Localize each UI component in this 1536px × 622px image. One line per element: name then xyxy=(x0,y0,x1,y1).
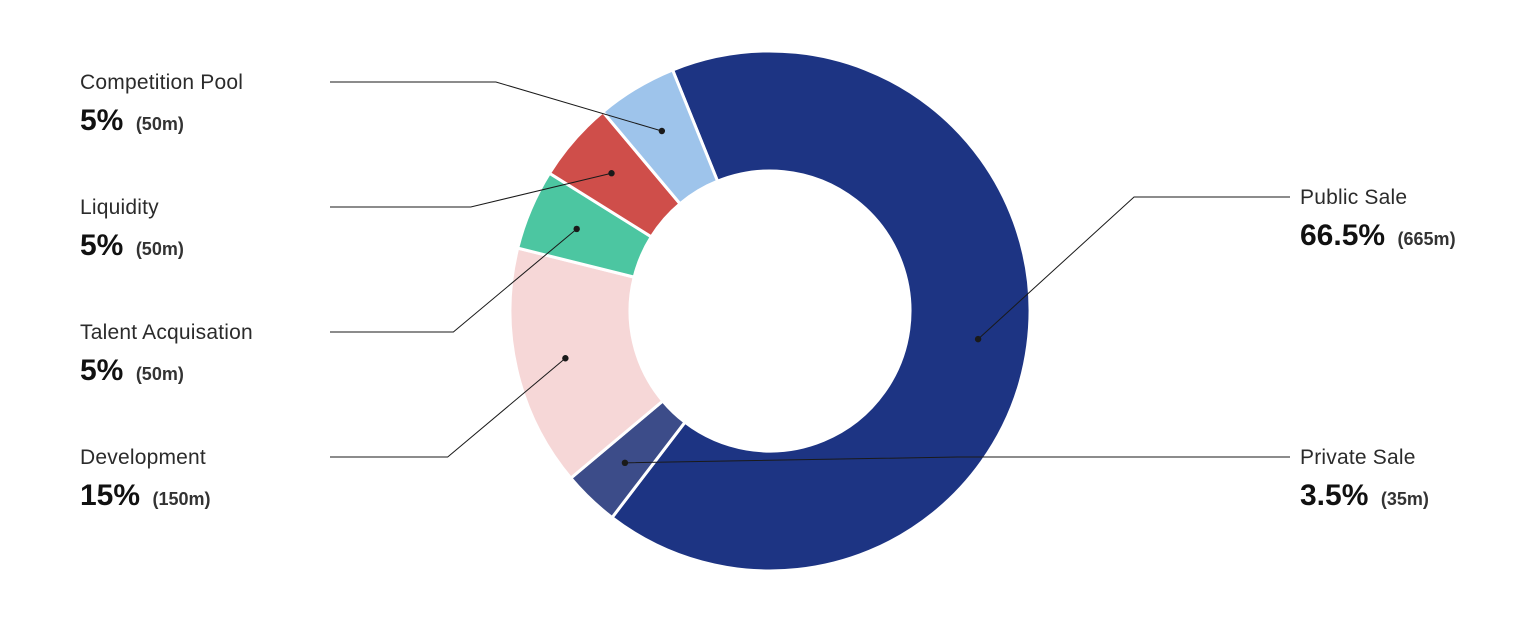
label-value: 5% (50m) xyxy=(80,352,253,390)
label-value: 5% (50m) xyxy=(80,227,184,265)
label-title: Talent Acquisation xyxy=(80,320,253,346)
label-title: Private Sale xyxy=(1300,445,1429,471)
label-pct: 3.5% xyxy=(1300,479,1368,512)
label-liquidity: Liquidity 5% (50m) xyxy=(80,195,184,265)
label-talent: Talent Acquisation 5% (50m) xyxy=(80,320,253,390)
label-competition: Competition Pool 5% (50m) xyxy=(80,70,243,140)
label-title: Development xyxy=(80,445,211,471)
label-amt: (50m) xyxy=(136,364,184,384)
label-amt: (150m) xyxy=(153,489,211,509)
label-pct: 5% xyxy=(80,104,123,137)
label-development: Development 15% (150m) xyxy=(80,445,211,515)
label-amt: (50m) xyxy=(136,239,184,259)
label-amt: (35m) xyxy=(1381,489,1429,509)
label-value: 5% (50m) xyxy=(80,102,243,140)
label-value: 3.5% (35m) xyxy=(1300,477,1429,515)
label-value: 15% (150m) xyxy=(80,477,211,515)
label-public-sale: Public Sale 66.5% (665m) xyxy=(1300,185,1456,255)
label-pct: 5% xyxy=(80,354,123,387)
label-private-sale: Private Sale 3.5% (35m) xyxy=(1300,445,1429,515)
label-pct: 66.5% xyxy=(1300,219,1385,252)
label-title: Competition Pool xyxy=(80,70,243,96)
label-pct: 5% xyxy=(80,229,123,262)
label-title: Liquidity xyxy=(80,195,184,221)
label-value: 66.5% (665m) xyxy=(1300,217,1456,255)
label-pct: 15% xyxy=(80,479,140,512)
label-title: Public Sale xyxy=(1300,185,1456,211)
label-amt: (50m) xyxy=(136,114,184,134)
label-amt: (665m) xyxy=(1398,229,1456,249)
